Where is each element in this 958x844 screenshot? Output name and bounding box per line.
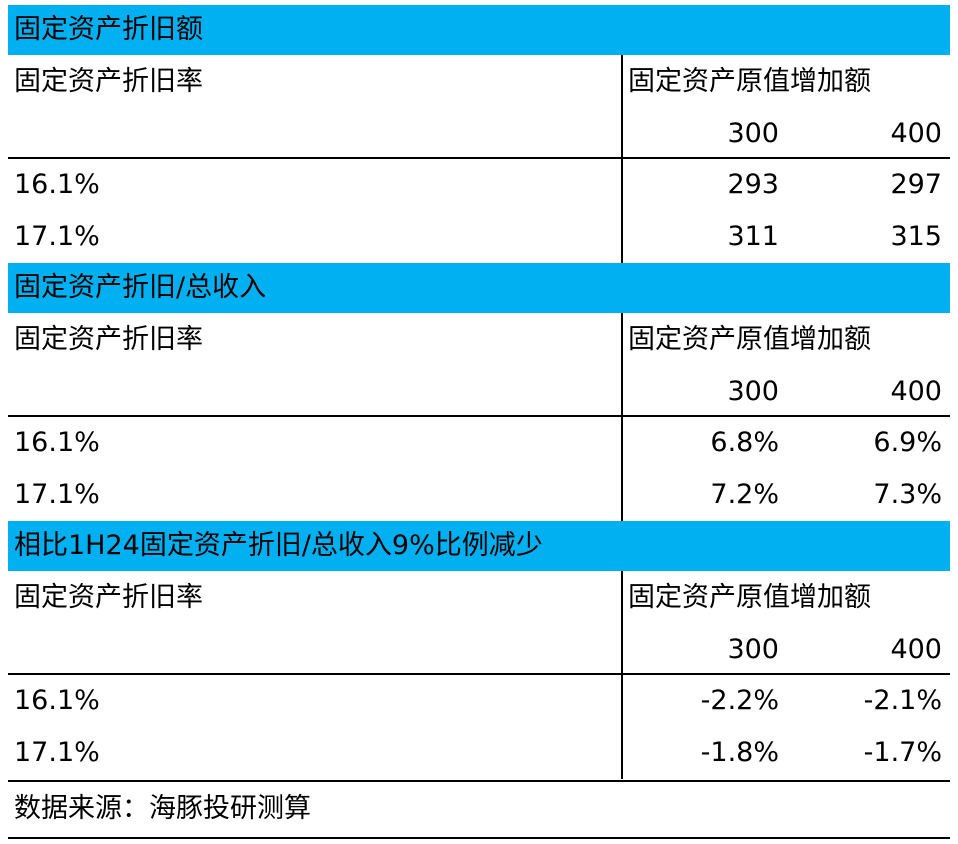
cell: -2.1% bbox=[863, 685, 942, 716]
column-value: 300 bbox=[727, 376, 779, 407]
column-value: 400 bbox=[890, 376, 942, 407]
row-label: 17.1% bbox=[14, 479, 100, 510]
rule bbox=[8, 780, 950, 782]
rule bbox=[8, 157, 950, 159]
cell: -1.7% bbox=[863, 737, 942, 768]
row-header: 固定资产折旧率 bbox=[14, 66, 203, 97]
divider bbox=[621, 313, 623, 521]
cell: 297 bbox=[890, 169, 942, 200]
row-label: 17.1% bbox=[14, 737, 100, 768]
cell: 6.9% bbox=[873, 427, 942, 458]
column-header: 固定资产原值增加额 bbox=[628, 66, 871, 97]
cell: 311 bbox=[727, 221, 779, 252]
column-value: 300 bbox=[727, 634, 779, 665]
column-value: 400 bbox=[890, 118, 942, 149]
rule bbox=[8, 837, 950, 839]
row-label: 16.1% bbox=[14, 427, 100, 458]
row-label: 17.1% bbox=[14, 221, 100, 252]
section-header-bar bbox=[8, 263, 950, 313]
divider bbox=[621, 55, 623, 263]
column-value: 400 bbox=[890, 634, 942, 665]
cell: 7.3% bbox=[873, 479, 942, 510]
section-title: 相比1H24固定资产折旧/总收入9%比例减少 bbox=[14, 530, 543, 561]
column-header: 固定资产原值增加额 bbox=[628, 582, 871, 613]
row-header: 固定资产折旧率 bbox=[14, 582, 203, 613]
column-header: 固定资产原值增加额 bbox=[628, 324, 871, 355]
cell: 315 bbox=[890, 221, 942, 252]
row-header: 固定资产折旧率 bbox=[14, 324, 203, 355]
cell: 7.2% bbox=[710, 479, 779, 510]
row-label: 16.1% bbox=[14, 685, 100, 716]
section-header-bar bbox=[8, 521, 950, 571]
column-value: 300 bbox=[727, 118, 779, 149]
section-header-bar bbox=[8, 5, 950, 55]
cell: 6.8% bbox=[710, 427, 779, 458]
cell: -2.2% bbox=[700, 685, 779, 716]
source-note: 数据来源：海豚投研测算 bbox=[14, 793, 311, 824]
cell: -1.8% bbox=[700, 737, 779, 768]
rule bbox=[8, 415, 950, 417]
row-label: 16.1% bbox=[14, 169, 100, 200]
rule bbox=[8, 673, 950, 675]
cell: 293 bbox=[727, 169, 779, 200]
divider bbox=[621, 571, 623, 779]
section-title: 固定资产折旧额 bbox=[14, 14, 203, 45]
section-title: 固定资产折旧/总收入 bbox=[14, 272, 267, 303]
